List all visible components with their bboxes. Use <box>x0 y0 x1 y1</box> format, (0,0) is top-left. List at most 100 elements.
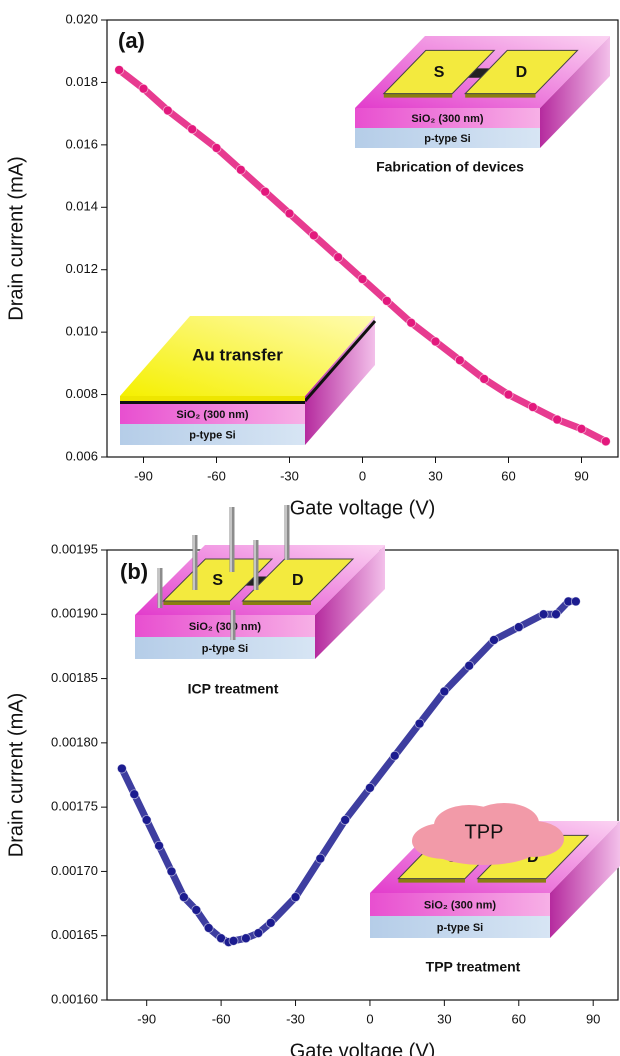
y-tick-label: 0.018 <box>65 74 98 89</box>
layer-label: p-type Si <box>189 429 235 441</box>
y-tick-label: 0.00195 <box>51 541 98 556</box>
x-tick-label: 0 <box>359 468 366 483</box>
data-point <box>167 867 176 876</box>
figure: 0.006 0.008 0.010 0.012 0.014 0.016 0.018 0.020… <box>0 0 620 1056</box>
data-point <box>192 906 201 915</box>
data-point <box>266 918 275 927</box>
y-tick-label: 0.00190 <box>51 606 98 621</box>
data-point <box>254 929 263 938</box>
x-tick-label: -30 <box>286 1011 305 1026</box>
data-point <box>334 253 343 262</box>
data-point <box>382 296 391 305</box>
pad-front <box>243 601 311 605</box>
au-layer <box>120 401 305 404</box>
data-point <box>236 165 245 174</box>
data-point <box>179 893 188 902</box>
pad-front <box>384 94 452 98</box>
data-point <box>577 424 586 433</box>
data-point <box>291 893 300 902</box>
data-point <box>390 751 399 760</box>
data-point <box>341 816 350 825</box>
data-point <box>139 84 148 93</box>
pad-front <box>478 879 546 883</box>
data-point <box>455 356 464 365</box>
data-point <box>309 231 318 240</box>
data-point <box>504 390 513 399</box>
data-point <box>261 187 270 196</box>
x-tick-label: 30 <box>437 1011 451 1026</box>
x-tick-label: -60 <box>207 468 226 483</box>
x-tick-label: 60 <box>512 1011 526 1026</box>
x-tick-label: -90 <box>134 468 153 483</box>
y-tick-label: 0.008 <box>65 386 98 401</box>
data-point <box>241 934 250 943</box>
y-tick-label: 0.00180 <box>51 734 98 749</box>
y-tick-label: 0.00160 <box>51 991 98 1006</box>
data-point <box>601 437 610 446</box>
data-point <box>229 936 238 945</box>
data-point <box>480 374 489 383</box>
layer-label: SiO₂ (300 nm) <box>424 899 496 911</box>
y-tick-label: 0.020 <box>65 11 98 26</box>
au-layer <box>120 396 305 401</box>
pad-front <box>465 94 535 98</box>
data-point <box>431 337 440 346</box>
data-point <box>514 623 523 632</box>
data-point <box>415 719 424 728</box>
y-tick-label: 0.006 <box>65 448 98 463</box>
y-tick-label: 0.00185 <box>51 670 98 685</box>
data-point <box>212 143 221 152</box>
data-point <box>163 106 172 115</box>
y-tick-label: 0.00175 <box>51 799 98 814</box>
pad-front <box>163 601 230 605</box>
y-tick-label: 0.00165 <box>51 927 98 942</box>
x-tick-label: 90 <box>586 1011 600 1026</box>
y-tick-label: 0.012 <box>65 261 98 276</box>
cloud-label: TPP <box>465 821 504 843</box>
data-point <box>571 597 580 606</box>
x-tick-label: -30 <box>280 468 299 483</box>
x-tick-label: 30 <box>428 468 442 483</box>
panel-label: (b) <box>120 559 148 584</box>
data-point <box>528 403 537 412</box>
y-axis-label: Drain current (mA) <box>5 693 27 857</box>
data-point <box>285 209 294 218</box>
layer-label: p-type Si <box>202 643 248 655</box>
y-tick-label: 0.016 <box>65 136 98 151</box>
y-tick-label: 0.014 <box>65 199 98 214</box>
data-point <box>553 415 562 424</box>
data-point <box>539 610 548 619</box>
data-point <box>365 783 374 792</box>
data-point <box>130 790 139 799</box>
layer-label: SiO₂ (300 nm) <box>189 621 261 633</box>
data-point <box>358 275 367 284</box>
data-point <box>115 65 124 74</box>
layer-label: SiO₂ (300 nm) <box>411 113 483 125</box>
inset-caption: TPP treatment <box>426 959 521 975</box>
x-tick-label: 60 <box>501 468 515 483</box>
pad-label: D <box>516 64 528 81</box>
data-point <box>142 816 151 825</box>
layer-label: SiO₂ (300 nm) <box>176 409 248 421</box>
data-point <box>407 318 416 327</box>
data-point <box>117 764 126 773</box>
panel-label: (a) <box>118 28 145 53</box>
data-point <box>440 687 449 696</box>
x-tick-label: 90 <box>574 468 588 483</box>
x-tick-label: -60 <box>212 1011 231 1026</box>
pad-front <box>398 879 465 883</box>
y-tick-label: 0.010 <box>65 324 98 339</box>
layer-label: p-type Si <box>437 922 483 934</box>
inset-caption: ICP treatment <box>188 681 279 697</box>
inset-caption: Fabrication of devices <box>376 159 524 175</box>
top-label: Au transfer <box>192 345 283 364</box>
layer-label: p-type Si <box>424 133 470 145</box>
x-axis-label: Gate voltage (V) <box>290 1040 436 1056</box>
data-point <box>188 125 197 134</box>
pad-label: S <box>434 64 445 81</box>
pad-label: S <box>212 572 223 589</box>
x-axis-label: Gate voltage (V) <box>290 497 436 519</box>
pad-label: D <box>292 572 304 589</box>
data-point <box>316 854 325 863</box>
data-point <box>489 636 498 645</box>
